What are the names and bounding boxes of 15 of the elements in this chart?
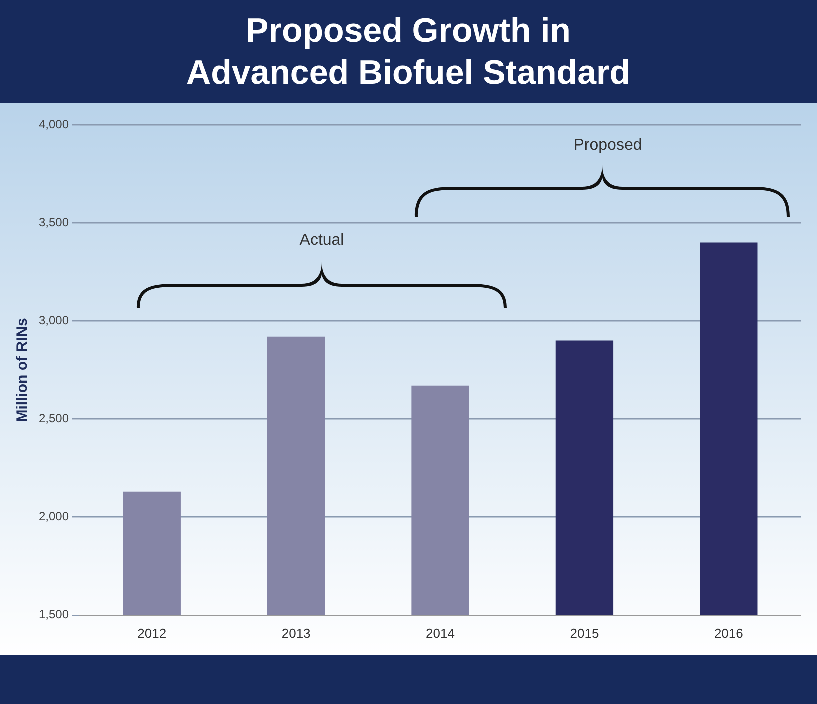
y-tick-label: 1,500 [39,608,70,622]
x-tick-label: 2013 [282,626,311,641]
x-tick-label: 2015 [570,626,600,641]
y-tick-label: 4,000 [39,117,70,132]
chart-title: Proposed Growth in Advanced Biofuel Standard [186,10,632,94]
y-tick-label: 3,000 [39,313,70,328]
annotation: Actual [298,232,346,250]
x-tick-label: 2014 [426,626,455,641]
x-tick-label: 2012 [138,626,167,641]
y-tick-label: 2,500 [39,412,70,426]
y-tick-label: 3,500 [39,215,70,230]
x-tick-label: 2016 [714,626,744,641]
y-axis-title: Million of RINs [14,318,32,422]
y-tick-label: 2,000 [39,510,70,524]
annotation: Proposed [572,137,644,155]
